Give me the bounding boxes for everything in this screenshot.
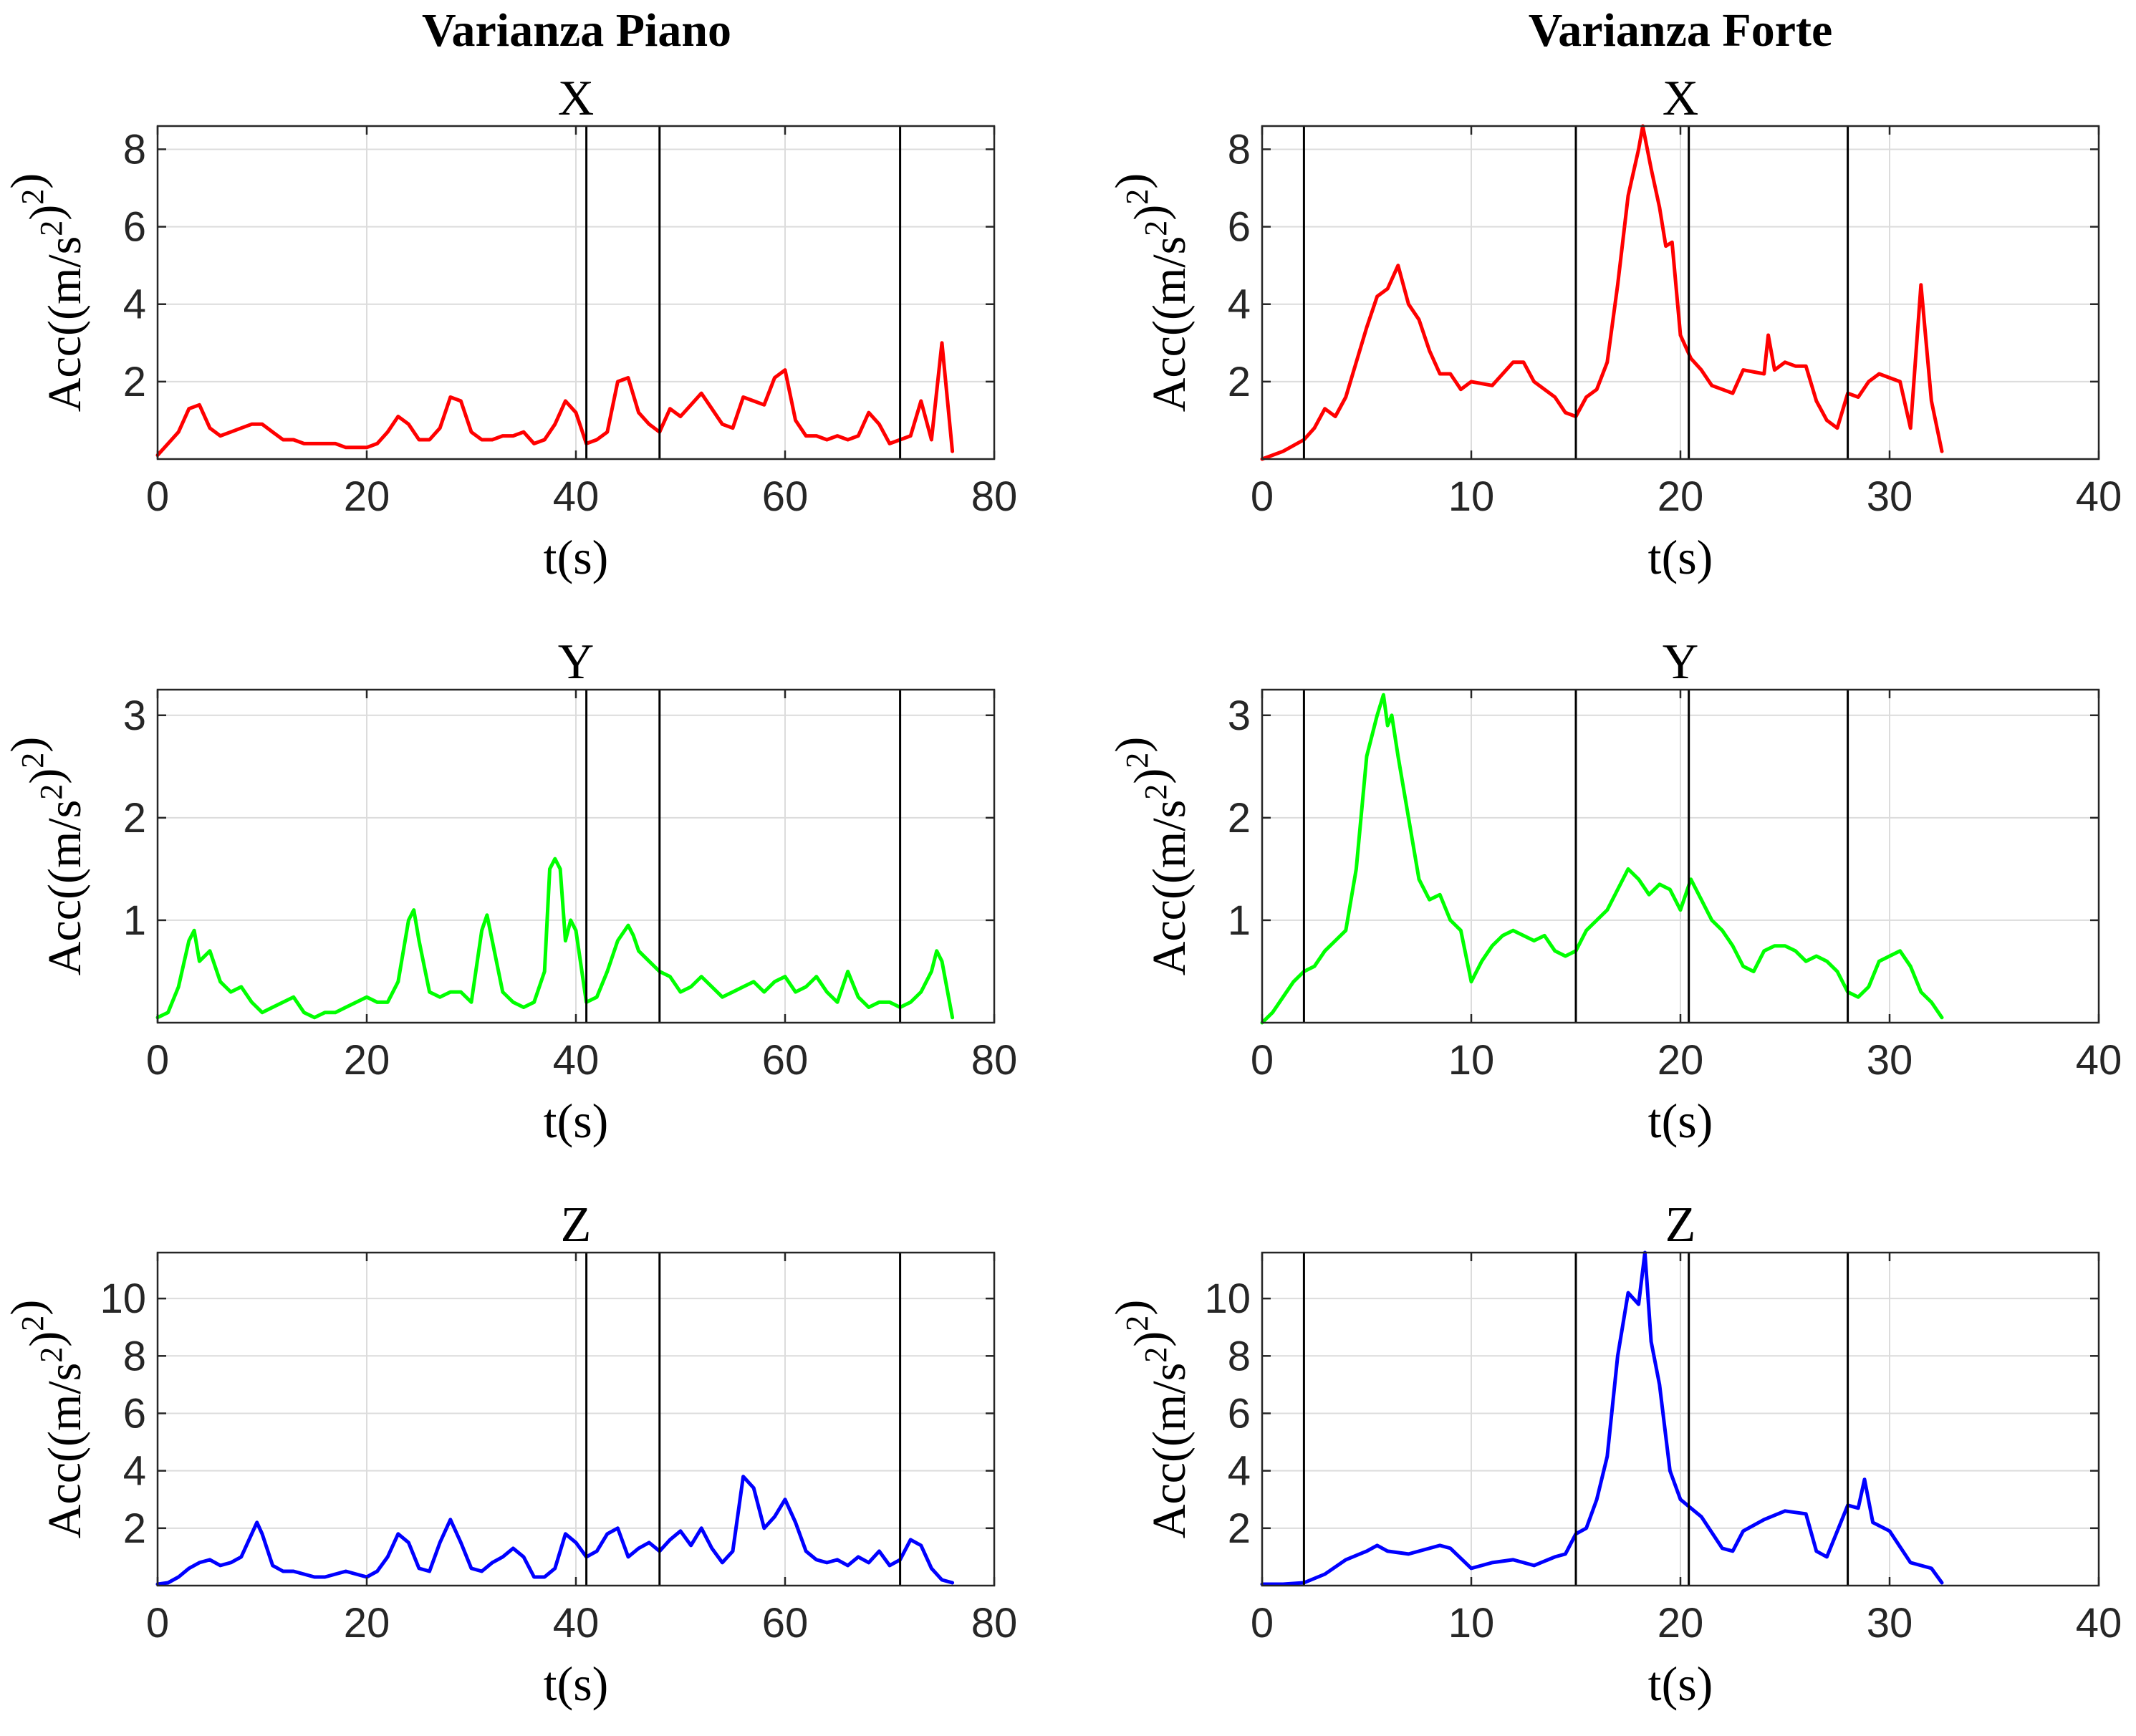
column-title-piano: Varianza Piano [422, 4, 731, 57]
x-tick-label: 30 [1867, 473, 1913, 520]
x-tick-label: 10 [1448, 1600, 1495, 1646]
y-tick-label: 1 [1228, 897, 1251, 944]
y-axis-label: Acc((m/s2)2) [1, 1300, 91, 1539]
x-tick-label: 0 [1251, 1600, 1274, 1646]
y-tick-label: 6 [123, 1390, 146, 1437]
y-tick-label: 10 [1204, 1276, 1251, 1322]
chart-panel-z-piano: 0 20 40 60 80 2 4 6 8 10 Zt(s) Acc((m/s2)2) [1, 1197, 1017, 1711]
y-tick-label: 2 [123, 795, 146, 842]
x-tick-label: 20 [1658, 1600, 1704, 1646]
x-tick-label: 30 [1867, 1037, 1913, 1084]
y-tick-label: 3 [1228, 693, 1251, 739]
x-axis-label: t(s) [544, 1657, 609, 1711]
x-tick-label: 20 [344, 1600, 390, 1646]
axes-title: Y [1663, 635, 1699, 690]
x-tick-label: 40 [553, 1037, 600, 1084]
x-tick-label: 30 [1867, 1600, 1913, 1646]
y-axis-label: Acc((m/s2)2) [1, 737, 91, 976]
y-tick-label: 8 [123, 1333, 146, 1379]
y-tick-label: 4 [123, 1448, 146, 1495]
y-axis-label: Acc((m/s2)2) [1106, 737, 1196, 976]
x-tick-label: 40 [2076, 1600, 2122, 1646]
axes-title: Z [561, 1197, 592, 1253]
x-tick-label: 80 [971, 473, 1018, 520]
chart-panel-y-piano: 0 20 40 60 80 1 2 3 Yt(s) Acc((m/s2)2) [1, 635, 1017, 1148]
series-line [155, 341, 955, 458]
x-tick-label: 0 [146, 1600, 169, 1646]
x-tick-label: 10 [1448, 473, 1495, 520]
y-tick-label: 10 [100, 1276, 146, 1322]
y-tick-label: 6 [123, 204, 146, 251]
x-tick-label: 40 [553, 1600, 600, 1646]
series-line [155, 857, 955, 1020]
x-axis-label: t(s) [1648, 1657, 1713, 1711]
x-tick-label: 20 [1658, 473, 1704, 520]
x-tick-label: 20 [344, 1037, 390, 1084]
axes-title: X [1663, 71, 1699, 126]
x-tick-label: 60 [762, 1600, 809, 1646]
axes-title: Z [1665, 1197, 1696, 1253]
axes-title: X [558, 71, 595, 126]
y-axis-label: Acc((m/s2)2) [1106, 173, 1196, 413]
y-tick-label: 8 [1228, 126, 1251, 173]
y-tick-label: 4 [1228, 281, 1251, 328]
x-axis-label: t(s) [1648, 1094, 1713, 1148]
x-tick-label: 40 [2076, 473, 2122, 520]
chart-panel-x-forte: 0 10 20 30 40 2 4 6 8 Xt(s) Acc((m/s2)2) [1106, 71, 2122, 584]
series-line [1260, 693, 1944, 1025]
chart-panel-y-forte: 0 10 20 30 40 1 2 3 Yt(s) Acc((m/s2)2) [1106, 635, 2122, 1148]
x-tick-label: 0 [1251, 473, 1274, 520]
series-line [155, 1475, 955, 1586]
y-tick-label: 2 [1228, 1505, 1251, 1552]
chart-panel-x-piano: 0 20 40 60 80 2 4 6 8 Xt(s) Acc((m/s2)2) [1, 71, 1017, 584]
column-title-forte: Varianza Forte [1529, 4, 1833, 57]
y-tick-label: 2 [1228, 795, 1251, 842]
x-tick-label: 60 [762, 1037, 809, 1084]
x-tick-label: 0 [146, 473, 169, 520]
x-tick-label: 10 [1448, 1037, 1495, 1084]
y-tick-label: 1 [123, 897, 146, 944]
x-axis-label: t(s) [544, 1094, 609, 1148]
y-tick-label: 2 [123, 1505, 146, 1552]
x-axis-label: t(s) [544, 530, 609, 584]
y-axis-label: Acc((m/s2)2) [1106, 1300, 1196, 1539]
y-tick-label: 2 [123, 359, 146, 405]
x-tick-label: 0 [146, 1037, 169, 1084]
y-tick-label: 3 [123, 693, 146, 739]
x-tick-label: 80 [971, 1600, 1018, 1646]
y-axis-label: Acc((m/s2)2) [1, 173, 91, 413]
axes-title: Y [558, 635, 595, 690]
y-tick-label: 8 [1228, 1333, 1251, 1379]
x-tick-label: 60 [762, 473, 809, 520]
y-tick-label: 6 [1228, 1390, 1251, 1437]
x-axis-label: t(s) [1648, 530, 1713, 584]
x-tick-label: 40 [2076, 1037, 2122, 1084]
chart-panel-z-forte: 0 10 20 30 40 2 4 6 8 10 Zt(s) Acc((m/s2)2) [1106, 1197, 2122, 1711]
x-tick-label: 20 [1658, 1037, 1704, 1084]
y-tick-label: 4 [1228, 1448, 1251, 1495]
series-line [1260, 1250, 1944, 1586]
x-tick-label: 0 [1251, 1037, 1274, 1084]
x-tick-label: 20 [344, 473, 390, 520]
y-tick-label: 8 [123, 126, 146, 173]
x-tick-label: 80 [971, 1037, 1018, 1084]
y-tick-label: 4 [123, 281, 146, 328]
x-tick-label: 40 [553, 473, 600, 520]
y-tick-label: 6 [1228, 204, 1251, 251]
y-tick-label: 2 [1228, 359, 1251, 405]
series-line [1260, 124, 1944, 461]
